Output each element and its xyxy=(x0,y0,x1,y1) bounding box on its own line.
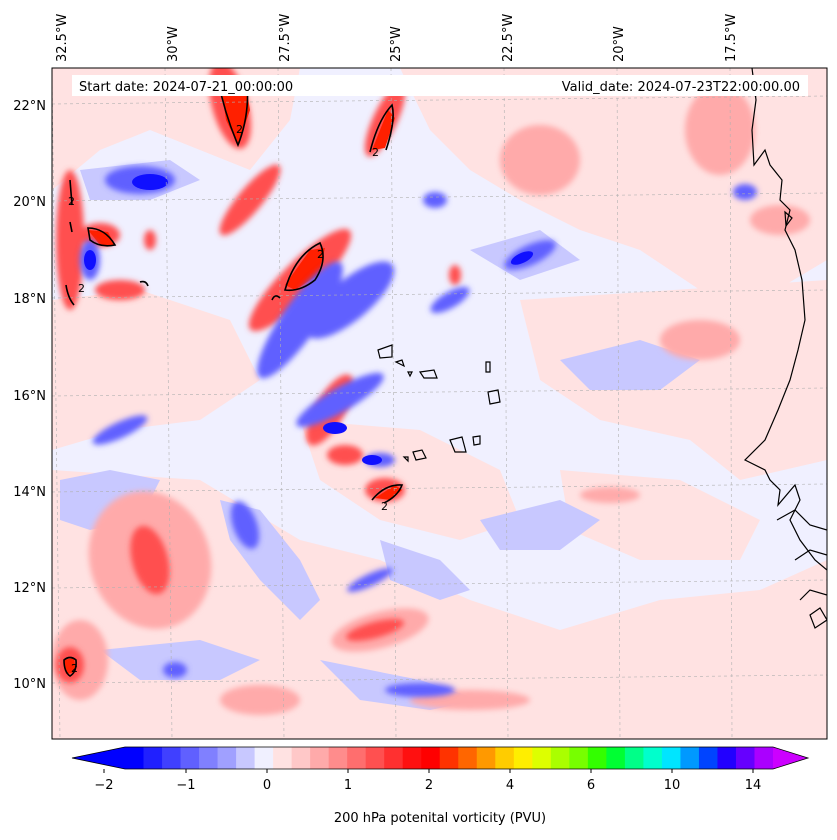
map-panel: 2 2 2 2 2 2 2 xyxy=(13,14,828,740)
colorbar-cell xyxy=(587,747,607,769)
colorbar-cell xyxy=(532,747,552,769)
lat-label: 10°N xyxy=(13,677,46,692)
blue-streaks xyxy=(80,166,757,697)
colorbar-cell xyxy=(125,747,145,769)
colorbar-cell xyxy=(143,747,163,769)
colorbar-tick-label: 4 xyxy=(506,778,514,793)
colorbar-cell xyxy=(365,747,385,769)
contour-label: 2 xyxy=(71,662,78,675)
colorbar: −2 −1 0 1 2 4 6 10 14 200 hPa potenital … xyxy=(71,746,810,826)
lon-label: 22.5°W xyxy=(501,14,516,62)
vorticity-field: 2 2 2 2 2 2 2 xyxy=(52,68,827,739)
colorbar-cell xyxy=(254,747,274,769)
lat-label: 12°N xyxy=(13,581,46,596)
lat-label: 14°N xyxy=(13,485,46,500)
longitude-labels: 32.5°W 30°W 27.5°W 25°W 22.5°W 20°W 17.5… xyxy=(55,14,739,62)
lat-label: 20°N xyxy=(13,195,46,210)
colorbar-cell xyxy=(606,747,626,769)
colorbar-cell xyxy=(347,747,367,769)
colorbar-tick-label: −1 xyxy=(176,778,195,793)
colorbar-outline xyxy=(71,746,810,770)
lon-label: 32.5°W xyxy=(55,14,70,62)
colorbar-cell xyxy=(458,747,478,769)
colorbar-cell xyxy=(717,747,737,769)
colorbar-cell xyxy=(162,747,182,769)
colorbar-cell xyxy=(310,747,330,769)
colorbar-cell xyxy=(495,747,515,769)
colorbar-cell xyxy=(236,747,256,769)
colorbar-tick-label: 0 xyxy=(263,778,271,793)
colorbar-cell xyxy=(476,747,496,769)
colorbar-tick-label: −2 xyxy=(94,778,113,793)
lat-label: 18°N xyxy=(13,292,46,307)
colorbar-extend-max xyxy=(773,747,808,769)
colorbar-extend-min xyxy=(72,747,125,769)
coastlines xyxy=(377,68,827,629)
contour-label: 2 xyxy=(372,146,379,159)
deep-blue-cores xyxy=(84,174,534,465)
date-label-background xyxy=(72,75,808,96)
colorbar-cell xyxy=(199,747,219,769)
contour-label: 2 xyxy=(381,500,388,513)
lon-label: 30°W xyxy=(166,26,181,62)
contour-label: 2 xyxy=(317,248,324,261)
start-date-label: Start date: 2024-07-21_00:00:00 xyxy=(79,80,293,95)
latitude-labels: 22°N 20°N 18°N 16°N 14°N 12°N 10°N xyxy=(13,99,46,692)
contour-label: 2 xyxy=(236,123,243,136)
colorbar-cell xyxy=(439,747,459,769)
colorbar-cell xyxy=(328,747,348,769)
colorbar-cells xyxy=(125,747,774,769)
colorbar-ticks xyxy=(103,769,754,773)
colorbar-tick-label: 6 xyxy=(587,778,595,793)
colorbar-cell xyxy=(421,747,441,769)
colorbar-tick-labels: −2 −1 0 1 2 4 6 10 14 xyxy=(94,778,761,793)
colorbar-cell xyxy=(698,747,718,769)
colorbar-cell xyxy=(402,747,422,769)
colorbar-cell xyxy=(569,747,589,769)
contour-label: 2 xyxy=(78,282,85,295)
gridlines xyxy=(52,68,827,739)
colorbar-cell xyxy=(624,747,644,769)
colorbar-cell xyxy=(754,747,774,769)
colorbar-cell xyxy=(513,747,533,769)
colorbar-cell xyxy=(217,747,237,769)
colorbar-cell xyxy=(643,747,663,769)
colorbar-cell xyxy=(661,747,681,769)
lat-label: 16°N xyxy=(13,389,46,404)
colorbar-tick-label: 10 xyxy=(664,778,681,793)
colorbar-cell xyxy=(180,747,200,769)
colorbar-cell xyxy=(273,747,293,769)
lon-label: 20°W xyxy=(612,26,627,62)
contour-label: 2 xyxy=(68,195,75,208)
lat-label: 22°N xyxy=(13,99,46,114)
lon-label: 25°W xyxy=(389,26,404,62)
colorbar-cell xyxy=(550,747,570,769)
colorbar-tick-label: 14 xyxy=(745,778,762,793)
valid-date-label: Valid_date: 2024-07-23T22:00:00.00 xyxy=(562,80,800,95)
colorbar-tick-label: 2 xyxy=(425,778,433,793)
lon-label: 27.5°W xyxy=(278,14,293,62)
colorbar-cell xyxy=(680,747,700,769)
lon-label: 17.5°W xyxy=(724,14,739,62)
contour-labels: 2 2 2 2 2 2 2 xyxy=(68,123,388,675)
colorbar-cell xyxy=(735,747,755,769)
colorbar-cell xyxy=(384,747,404,769)
colorbar-cell xyxy=(291,747,311,769)
map-frame xyxy=(51,67,828,740)
colorbar-tick-label: 1 xyxy=(344,778,352,793)
pv-2-contours xyxy=(63,79,404,677)
colorbar-title: 200 hPa potenital vorticity (PVU) xyxy=(334,811,546,826)
